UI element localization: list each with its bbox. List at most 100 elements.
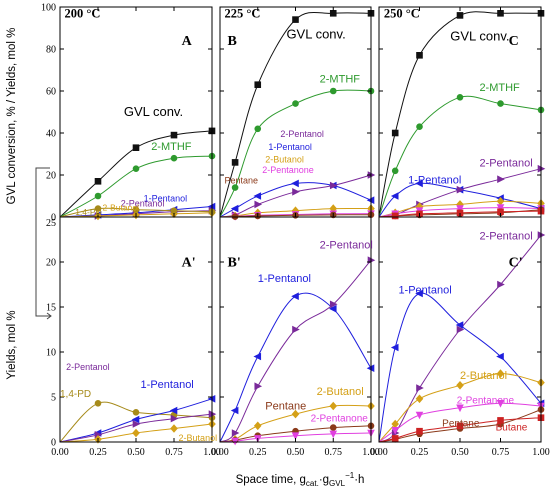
x-label-mid: ·g (319, 474, 329, 486)
x-tick-label: 0.50 (451, 447, 469, 458)
y-tick-label: 40 (46, 129, 56, 140)
data-point-2-mthf-c (391, 167, 399, 175)
x-tick-label: 0.25 (411, 447, 429, 458)
temperature-label-c: 250 °C (384, 7, 420, 21)
y-tick-label: 100 (41, 3, 56, 14)
y-tick-label: 20 (46, 258, 56, 269)
y-tick-label: 25 (46, 218, 56, 229)
data-point-1-pentanol-c (390, 192, 399, 200)
data-point-butane-c (456, 209, 464, 217)
annotation-1-4-pd-a-prime: 1,4-PD (60, 389, 91, 400)
data-point-2-pentanone-c-prime (456, 404, 464, 413)
data-point-1-pentanol-b-prime (230, 406, 239, 415)
data-point-2-butanol-b (291, 206, 300, 215)
data-point-2-butanol-b-prime (329, 401, 338, 411)
annotation-2-pentanone-b: 2-Pentanone (262, 165, 314, 175)
data-point-1-pentanol-b-prime (253, 352, 262, 361)
data-point-2-mthf-a (170, 154, 178, 162)
data-point-butane-c (497, 208, 504, 216)
zoom-arrow (44, 312, 52, 320)
annotation-1-pentanol-c: 1-Pentanol (408, 174, 461, 186)
data-point-2-pentanone-b-prime (291, 432, 300, 440)
x-tick-label: 0.25 (249, 447, 267, 458)
data-point-2-pentanone-c (456, 205, 464, 213)
data-point-2-pentanone-c-prime (415, 411, 424, 420)
annotation-pentane-c-prime: Pentane (442, 419, 480, 430)
y-axis-label-bottom: Yields, mol % (6, 310, 18, 379)
data-point-2-pentanone-c-prime (496, 400, 505, 408)
data-point-1-4-pd-a (132, 206, 140, 213)
x-tick-label: 0.50 (287, 447, 305, 458)
fit-curve-1-pentanol-b-prime (219, 292, 372, 443)
data-point-butane-c-prime (416, 427, 423, 435)
y-tick-label: 0 (51, 213, 56, 224)
zoom-bracket (35, 167, 48, 317)
x-label-main: Space time, g (236, 474, 306, 486)
panel-letter-c-prime: C' (509, 256, 523, 271)
data-point-2-mthf-b (254, 125, 262, 133)
annotation-1-4-pd-a: 1,4-PD (75, 207, 101, 217)
x-tick-label: 1.00 (203, 447, 221, 458)
panel-letter-b-prime: B' (228, 256, 241, 271)
y-tick-label: 0 (51, 438, 56, 449)
data-point-1-pentanol-a-prime (131, 415, 140, 424)
data-point-pentane-b-prime (329, 424, 337, 431)
fit-curve-gvl-conv-b (219, 11, 372, 218)
data-point-2-mthf-c (456, 94, 464, 101)
data-point-gvl-conv-b (231, 159, 239, 166)
data-point-2-pentanol-b (329, 181, 338, 190)
panel-letter-c: C (509, 34, 519, 49)
data-point-butane-c (391, 212, 399, 220)
data-point-2-butanol-c-prime (456, 381, 464, 390)
data-point-2-pentanol-b-prime (254, 382, 263, 390)
data-point-1-pentanol-a-prime (169, 406, 178, 415)
annotation-2-butanol-b: 2-Butanol (265, 154, 304, 164)
data-point-1-4-pd-a (170, 207, 178, 214)
data-point-1-pentanol-b-prime (291, 292, 299, 300)
x-tick-label: 0.00 (370, 447, 388, 458)
data-point-1-pentanol-c-prime (415, 289, 423, 298)
data-point-2-mthf-b (329, 87, 337, 95)
fit-curve-1-pentanol-c (378, 182, 542, 218)
data-point-2-pentanone-c (496, 204, 505, 212)
x-tick-label: 0.25 (89, 447, 107, 458)
data-point-2-pentanol-c-prime (456, 325, 465, 334)
data-point-2-butanol-c-prime (496, 369, 505, 378)
x-tick-label: 0.75 (165, 447, 183, 458)
data-point-gvl-conv-b (254, 81, 262, 88)
data-point-2-pentanol-c (497, 175, 505, 183)
annotation-2-pentanol-a: 2-Pentanol (121, 199, 165, 209)
panel-frame-a-prime (59, 216, 213, 443)
data-point-gvl-conv-c (416, 52, 423, 59)
data-point-2-pentanol-c-prime (416, 384, 424, 392)
panel-frames-layer (59, 6, 542, 443)
data-point-1-4-pd-a-prime (132, 409, 140, 416)
data-point-2-butanol-a-prime (132, 428, 140, 438)
data-point-1-pentanol-c (415, 179, 423, 188)
annotation-2-pentanol-c-prime: 2-Pentanol (479, 231, 532, 243)
annotation-2-pentanone-c-prime: 2-Pentanone (457, 395, 515, 406)
annotation-2-pentanol-b-prime: 2-Pentanol (320, 240, 373, 252)
data-point-gvl-conv-c (456, 12, 464, 19)
annotation-2-butanol-c-prime: 2-Butanol (460, 370, 507, 382)
data-point-2-mthf-a (94, 192, 102, 200)
data-point-2-mthf-c (497, 100, 504, 107)
data-point-2-mthf-b (292, 100, 299, 107)
temperature-label-b: 225 °C (225, 7, 261, 21)
x-tick-label: 0.00 (51, 447, 69, 458)
x-axis-label: Space time, gcat.·gGVL−1·h (236, 471, 365, 488)
annotation-gvl-conv-a: GVL conv. (124, 104, 183, 119)
annotation-pentane-b: Pentane (225, 175, 259, 185)
data-point-gvl-conv-b (329, 10, 337, 17)
data-point-gvl-conv-a (94, 178, 102, 185)
annotation-2-butanol-a: 2-Butanol (103, 203, 139, 213)
y-tick-label: 60 (46, 87, 56, 98)
x-tick-label: 0.00 (211, 447, 229, 458)
y-tick-label: 20 (46, 171, 56, 182)
fit-curve-2-mthf-c (378, 95, 542, 218)
data-point-1-pentanol-b (291, 179, 299, 188)
data-point-2-butanol-a-prime (170, 424, 178, 433)
data-point-2-butanol-b-prime (253, 421, 262, 431)
data-point-2-pentanone-b-prime (329, 430, 338, 439)
